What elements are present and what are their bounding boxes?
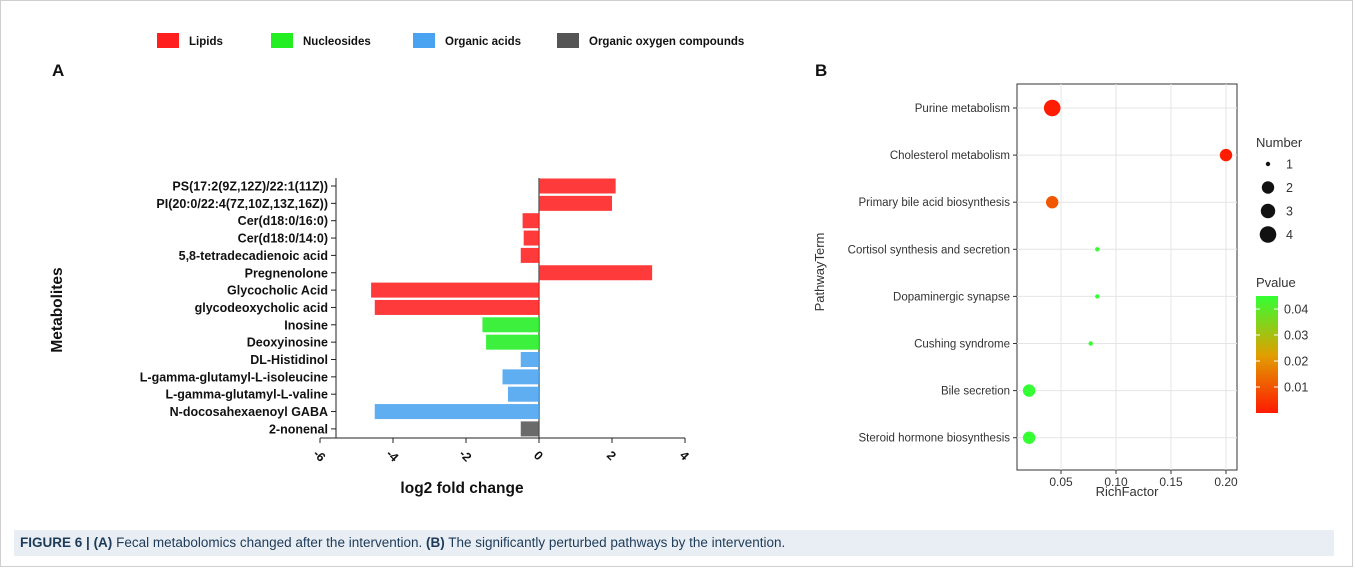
point-cushing-syndrome bbox=[1088, 341, 1093, 346]
chart-a-category-label-inosine: Inosine bbox=[284, 318, 328, 332]
legend-label-nucleosides: Nucleosides bbox=[303, 36, 371, 48]
chart-b-category-label-bile-secretion: Bile secretion bbox=[941, 386, 1010, 398]
chart-a-category-label-dl-histidinol: DL-Histidinol bbox=[250, 353, 328, 367]
bar-inosine bbox=[482, 317, 539, 333]
chart-b-x-axis-label: RichFactor bbox=[1096, 484, 1160, 499]
bar-5-8-tetradecadienoic-acid bbox=[520, 247, 539, 263]
legend-swatch-organic-oxygen-compounds bbox=[557, 33, 579, 48]
bar-pi-20-0-22-4-7z-10z-13z-16z bbox=[539, 195, 612, 211]
size-legend-dot-2 bbox=[1261, 181, 1275, 194]
chart-b-y-axis-label: PathwayTerm bbox=[812, 233, 827, 312]
size-legend: 1 2 3 4 bbox=[1259, 158, 1293, 243]
caption-a-tag: (A) bbox=[93, 535, 113, 550]
point-dopaminergic-synapse bbox=[1095, 294, 1100, 299]
color-legend-title: Pvalue bbox=[1256, 275, 1296, 290]
point-purine-metabolism bbox=[1043, 99, 1061, 117]
bar-2-nonenal bbox=[520, 421, 539, 437]
bar-ps-17-2-9z-12z-22-1-11z bbox=[539, 178, 616, 194]
color-legend-label-1: 0.03 bbox=[1284, 329, 1308, 343]
chart-a-x-tick-label-1: -4 bbox=[383, 447, 401, 465]
chart-a-category-label-pi-20-0-22-4-7z-10z-13z-16z: PI(20:0/22:4(7Z,10Z,13Z,16Z)) bbox=[156, 197, 328, 211]
chart-a-category-label-glycocholic-acid: Glycocholic Acid bbox=[227, 284, 328, 298]
bar-l-gamma-glutamyl-l-isoleucine bbox=[502, 369, 539, 385]
bar-cer-d18-0-14-0 bbox=[523, 230, 539, 246]
caption-figure-label: FIGURE 6 | bbox=[20, 535, 90, 550]
size-legend-label-2: 2 bbox=[1286, 181, 1293, 195]
legend-swatch-organic-acids bbox=[413, 33, 435, 48]
color-legend-label-0: 0.04 bbox=[1284, 303, 1308, 317]
size-legend-dot-1 bbox=[1265, 161, 1271, 167]
chart-a-x-axis-label: log2 fold change bbox=[400, 480, 524, 497]
legend-label-lipids: Lipids bbox=[189, 36, 223, 48]
bar-cer-d18-0-16-0 bbox=[522, 213, 539, 229]
chart-b-x-tick-label-0: 0.05 bbox=[1049, 475, 1073, 489]
caption-a-text: Fecal metabolomics changed after the int… bbox=[116, 535, 423, 550]
chart-b-category-label-cortisol-synthesis-and-secretion: Cortisol synthesis and secretion bbox=[848, 244, 1010, 256]
chart-b-x-tick-label-3: 0.20 bbox=[1214, 475, 1238, 489]
chart-a-category-label-n-docosahexaenoyl-gaba: N-docosahexaenoyl GABA bbox=[170, 405, 328, 419]
chart-a-category-label-2-nonenal: 2-nonenal bbox=[269, 422, 328, 436]
size-legend-dot-4 bbox=[1259, 226, 1277, 243]
chart-b-category-label-dopaminergic-synapse: Dopaminergic synapse bbox=[893, 291, 1010, 303]
chart-a-category-label-l-gamma-glutamyl-l-valine: L-gamma-glutamyl-L-valine bbox=[165, 388, 328, 402]
chart-b-category-label-steroid-hormone-biosynthesis: Steroid hormone biosynthesis bbox=[859, 433, 1011, 445]
legend-swatch-nucleosides bbox=[271, 33, 293, 48]
chart-a-category-label-glycodeoxycholic-acid: glycodeoxycholic acid bbox=[195, 301, 328, 315]
chart-b-plot-area bbox=[1016, 83, 1238, 471]
size-legend-title: Number bbox=[1256, 135, 1303, 150]
chart-a-category-label-l-gamma-glutamyl-l-isoleucine: L-gamma-glutamyl-L-isoleucine bbox=[140, 370, 328, 384]
point-cortisol-synthesis-and-secretion bbox=[1095, 247, 1100, 252]
chart-b-grid bbox=[1017, 84, 1237, 470]
bar-dl-histidinol bbox=[520, 352, 539, 367]
chart-b-category-label-primary-bile-acid-biosynthesis: Primary bile acid biosynthesis bbox=[859, 197, 1011, 209]
size-legend-label-1: 1 bbox=[1286, 158, 1293, 172]
chart-a-x-tick-label-5: 4 bbox=[677, 448, 692, 463]
size-legend-label-3: 3 bbox=[1286, 205, 1293, 219]
chart-b: 0.05 0.10 0.15 0.20 Purine metabolism Cholest… bbox=[848, 99, 1238, 489]
panel-b-label: B bbox=[815, 61, 827, 80]
chart-a-category-label-pregnenolone: Pregnenolone bbox=[245, 266, 328, 280]
chart-a-x-tick-label-0: -6 bbox=[310, 447, 328, 465]
caption-b-text: The significantly perturbed pathways by … bbox=[448, 535, 786, 550]
chart-a-x-tick-label-3: 0 bbox=[531, 448, 546, 463]
point-primary-bile-acid-biosynthesis bbox=[1046, 196, 1059, 209]
size-legend-dot-3 bbox=[1260, 203, 1276, 219]
chart-a-x-tick-label-4: 2 bbox=[604, 448, 619, 463]
caption-b-tag: (B) bbox=[426, 535, 445, 550]
legend-swatch-lipids bbox=[157, 33, 179, 48]
bar-deoxyinosine bbox=[486, 334, 539, 350]
point-bile-secretion bbox=[1022, 384, 1036, 397]
chart-b-x-tick-label-1: 0.10 bbox=[1104, 475, 1128, 489]
chart-a-category-label-cer-d18-0-16-0: Cer(d18:0/16:0) bbox=[238, 214, 328, 228]
chart-a-category-label-ps-17-2-9z-12z-22-1-11z: PS(17:2(9Z,12Z)/22:1(11Z)) bbox=[172, 180, 328, 194]
color-legend: 0.04 0.03 0.02 0.01 bbox=[1256, 303, 1308, 395]
figure-caption: FIGURE 6 | (A) Fecal metabolomics change… bbox=[14, 530, 1334, 556]
point-cholesterol-metabolism bbox=[1219, 148, 1233, 162]
bar-glycocholic-acid bbox=[371, 282, 539, 298]
chart-b-x-tick-label-2: 0.15 bbox=[1159, 475, 1183, 489]
color-legend-label-2: 0.02 bbox=[1284, 355, 1308, 369]
chart-b-category-label-cholesterol-metabolism: Cholesterol metabolism bbox=[890, 150, 1010, 162]
bar-glycodeoxycholic-acid bbox=[374, 299, 539, 315]
color-legend-label-3: 0.01 bbox=[1284, 381, 1308, 395]
bar-n-docosahexaenoyl-gaba bbox=[374, 404, 539, 420]
point-steroid-hormone-biosynthesis bbox=[1022, 431, 1036, 444]
bar-pregnenolone bbox=[539, 265, 653, 281]
panel-a-label: A bbox=[52, 61, 64, 80]
size-legend-label-4: 4 bbox=[1286, 228, 1293, 242]
chart-a-category-label-5-8-tetradecadienoic-acid: 5,8-tetradecadienoic acid bbox=[179, 249, 328, 263]
pvalue-colorbar bbox=[1256, 296, 1278, 413]
legend-label-organic-oxygen-compounds: Organic oxygen compounds bbox=[589, 36, 744, 48]
chart-a-category-label-cer-d18-0-14-0: Cer(d18:0/14:0) bbox=[238, 232, 328, 246]
bar-l-gamma-glutamyl-l-valine bbox=[507, 386, 539, 402]
chart-a-y-axis-label: Metabolites bbox=[49, 267, 66, 352]
legend-label-organic-acids: Organic acids bbox=[445, 36, 521, 48]
chart-a-x-tick-label-2: -2 bbox=[456, 447, 474, 465]
chart-b-category-label-purine-metabolism: Purine metabolism bbox=[915, 103, 1010, 115]
chart-a-category-label-deoxyinosine: Deoxyinosine bbox=[247, 336, 328, 350]
legend-a: Lipids Nucleosides Organic acids Organic ox… bbox=[157, 33, 744, 48]
chart-b-category-label-cushing-syndrome: Cushing syndrome bbox=[914, 339, 1010, 351]
chart-a: PS(17:2(9Z,12Z)/22:1(11Z)) PI(20:0/22:4(7… bbox=[140, 178, 692, 465]
